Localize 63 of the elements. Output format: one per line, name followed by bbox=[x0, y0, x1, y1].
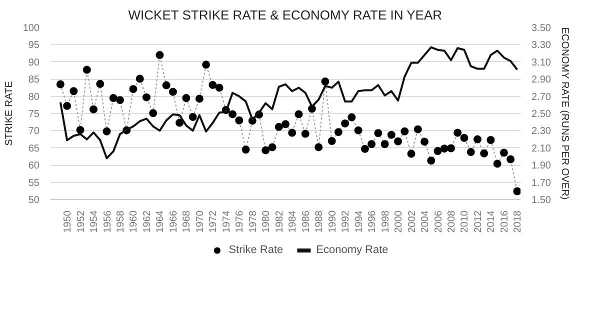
x-tick-label: 1956 bbox=[102, 210, 114, 233]
x-tick-label: 1958 bbox=[116, 210, 127, 233]
x-tick-label: 1994 bbox=[354, 210, 365, 233]
x-tick-label: 1974 bbox=[221, 210, 232, 233]
legend-label: Economy Rate bbox=[316, 244, 388, 256]
x-tick-label: 2014 bbox=[486, 210, 498, 233]
x-tick-label: 2012 bbox=[472, 210, 484, 233]
y2-tick-label: 3.30 bbox=[532, 40, 552, 52]
y-tick-label: 60 bbox=[28, 160, 40, 172]
x-tick-label: 1968 bbox=[182, 210, 193, 233]
chart-title: WICKET STRIKE RATE & ECONOMY RATE IN YEAR bbox=[128, 8, 442, 22]
x-tick-label: 1988 bbox=[314, 210, 326, 233]
y2-tick-label: 2.10 bbox=[532, 143, 552, 154]
x-tick-label: 2002 bbox=[406, 210, 418, 233]
x-tick-label: 1962 bbox=[142, 210, 153, 233]
x-tick-label: 1996 bbox=[367, 210, 378, 233]
x-tick-label: 2018 bbox=[512, 210, 524, 233]
x-tick-label: 1952 bbox=[76, 210, 87, 233]
x-tick-label: 1990 bbox=[327, 210, 338, 233]
y-tick-label: 75 bbox=[28, 109, 40, 120]
x-tick-label: 2008 bbox=[446, 210, 458, 233]
x-tick-label: 1970 bbox=[194, 210, 206, 233]
y2-tick-label: 3.10 bbox=[532, 57, 552, 68]
y-axis-title: STRIKE RATE bbox=[4, 80, 15, 146]
x-tick-label: 1976 bbox=[234, 210, 246, 233]
y2-tick-label: 2.70 bbox=[532, 92, 552, 103]
y-tick-label: 80 bbox=[28, 92, 40, 103]
x-tick-label: 1978 bbox=[248, 210, 259, 233]
line-series bbox=[59, 46, 518, 160]
x-tick-label: 1992 bbox=[340, 210, 352, 233]
x-tick-label: 1972 bbox=[208, 210, 220, 233]
y2-tick-label: 1.70 bbox=[532, 178, 552, 189]
y2-tick-label: 2.30 bbox=[532, 126, 552, 138]
y-tick-label: 70 bbox=[28, 126, 40, 138]
x-tick-label: 1960 bbox=[128, 210, 140, 233]
x-tick-label: 1980 bbox=[261, 210, 272, 233]
y-tick-label: 85 bbox=[28, 74, 40, 86]
x-tick-label: 1998 bbox=[380, 210, 392, 233]
x-tick-label: 1984 bbox=[288, 210, 299, 233]
legend-label: Strike Rate bbox=[228, 244, 284, 256]
x-tick-label: 2010 bbox=[460, 210, 471, 233]
y2-tick-label: 2.50 bbox=[532, 109, 552, 120]
x-tick-label: 1966 bbox=[168, 210, 180, 233]
y2-tick-label: 1.50 bbox=[532, 195, 552, 206]
x-tick-label: 1950 bbox=[62, 210, 74, 233]
x-tick-label: 2016 bbox=[499, 210, 510, 233]
y-tick-label: 55 bbox=[28, 178, 40, 189]
x-tick-label: 2006 bbox=[433, 210, 444, 233]
y2-tick-label: 1.90 bbox=[532, 160, 552, 172]
x-tick-label: 2004 bbox=[420, 210, 432, 233]
y2-tick-label: 3.50 bbox=[532, 23, 552, 34]
x-tick-label: 1986 bbox=[300, 210, 312, 233]
x-tick-label: 2000 bbox=[394, 210, 405, 233]
y2-axis-title: ECONOMY RATE (RUNS PER OVER) bbox=[558, 27, 570, 200]
y-tick-label: 50 bbox=[28, 195, 40, 206]
y-tick-label: 90 bbox=[28, 57, 40, 68]
x-tick-label: 1964 bbox=[155, 210, 166, 233]
y-tick-label: 65 bbox=[28, 143, 40, 154]
y2-tick-label: 2.90 bbox=[532, 74, 552, 86]
x-tick-label: 1954 bbox=[89, 210, 100, 233]
x-tick-label: 1982 bbox=[274, 210, 286, 233]
y-tick-label: 100 bbox=[22, 23, 40, 34]
y-tick-label: 95 bbox=[28, 40, 40, 52]
